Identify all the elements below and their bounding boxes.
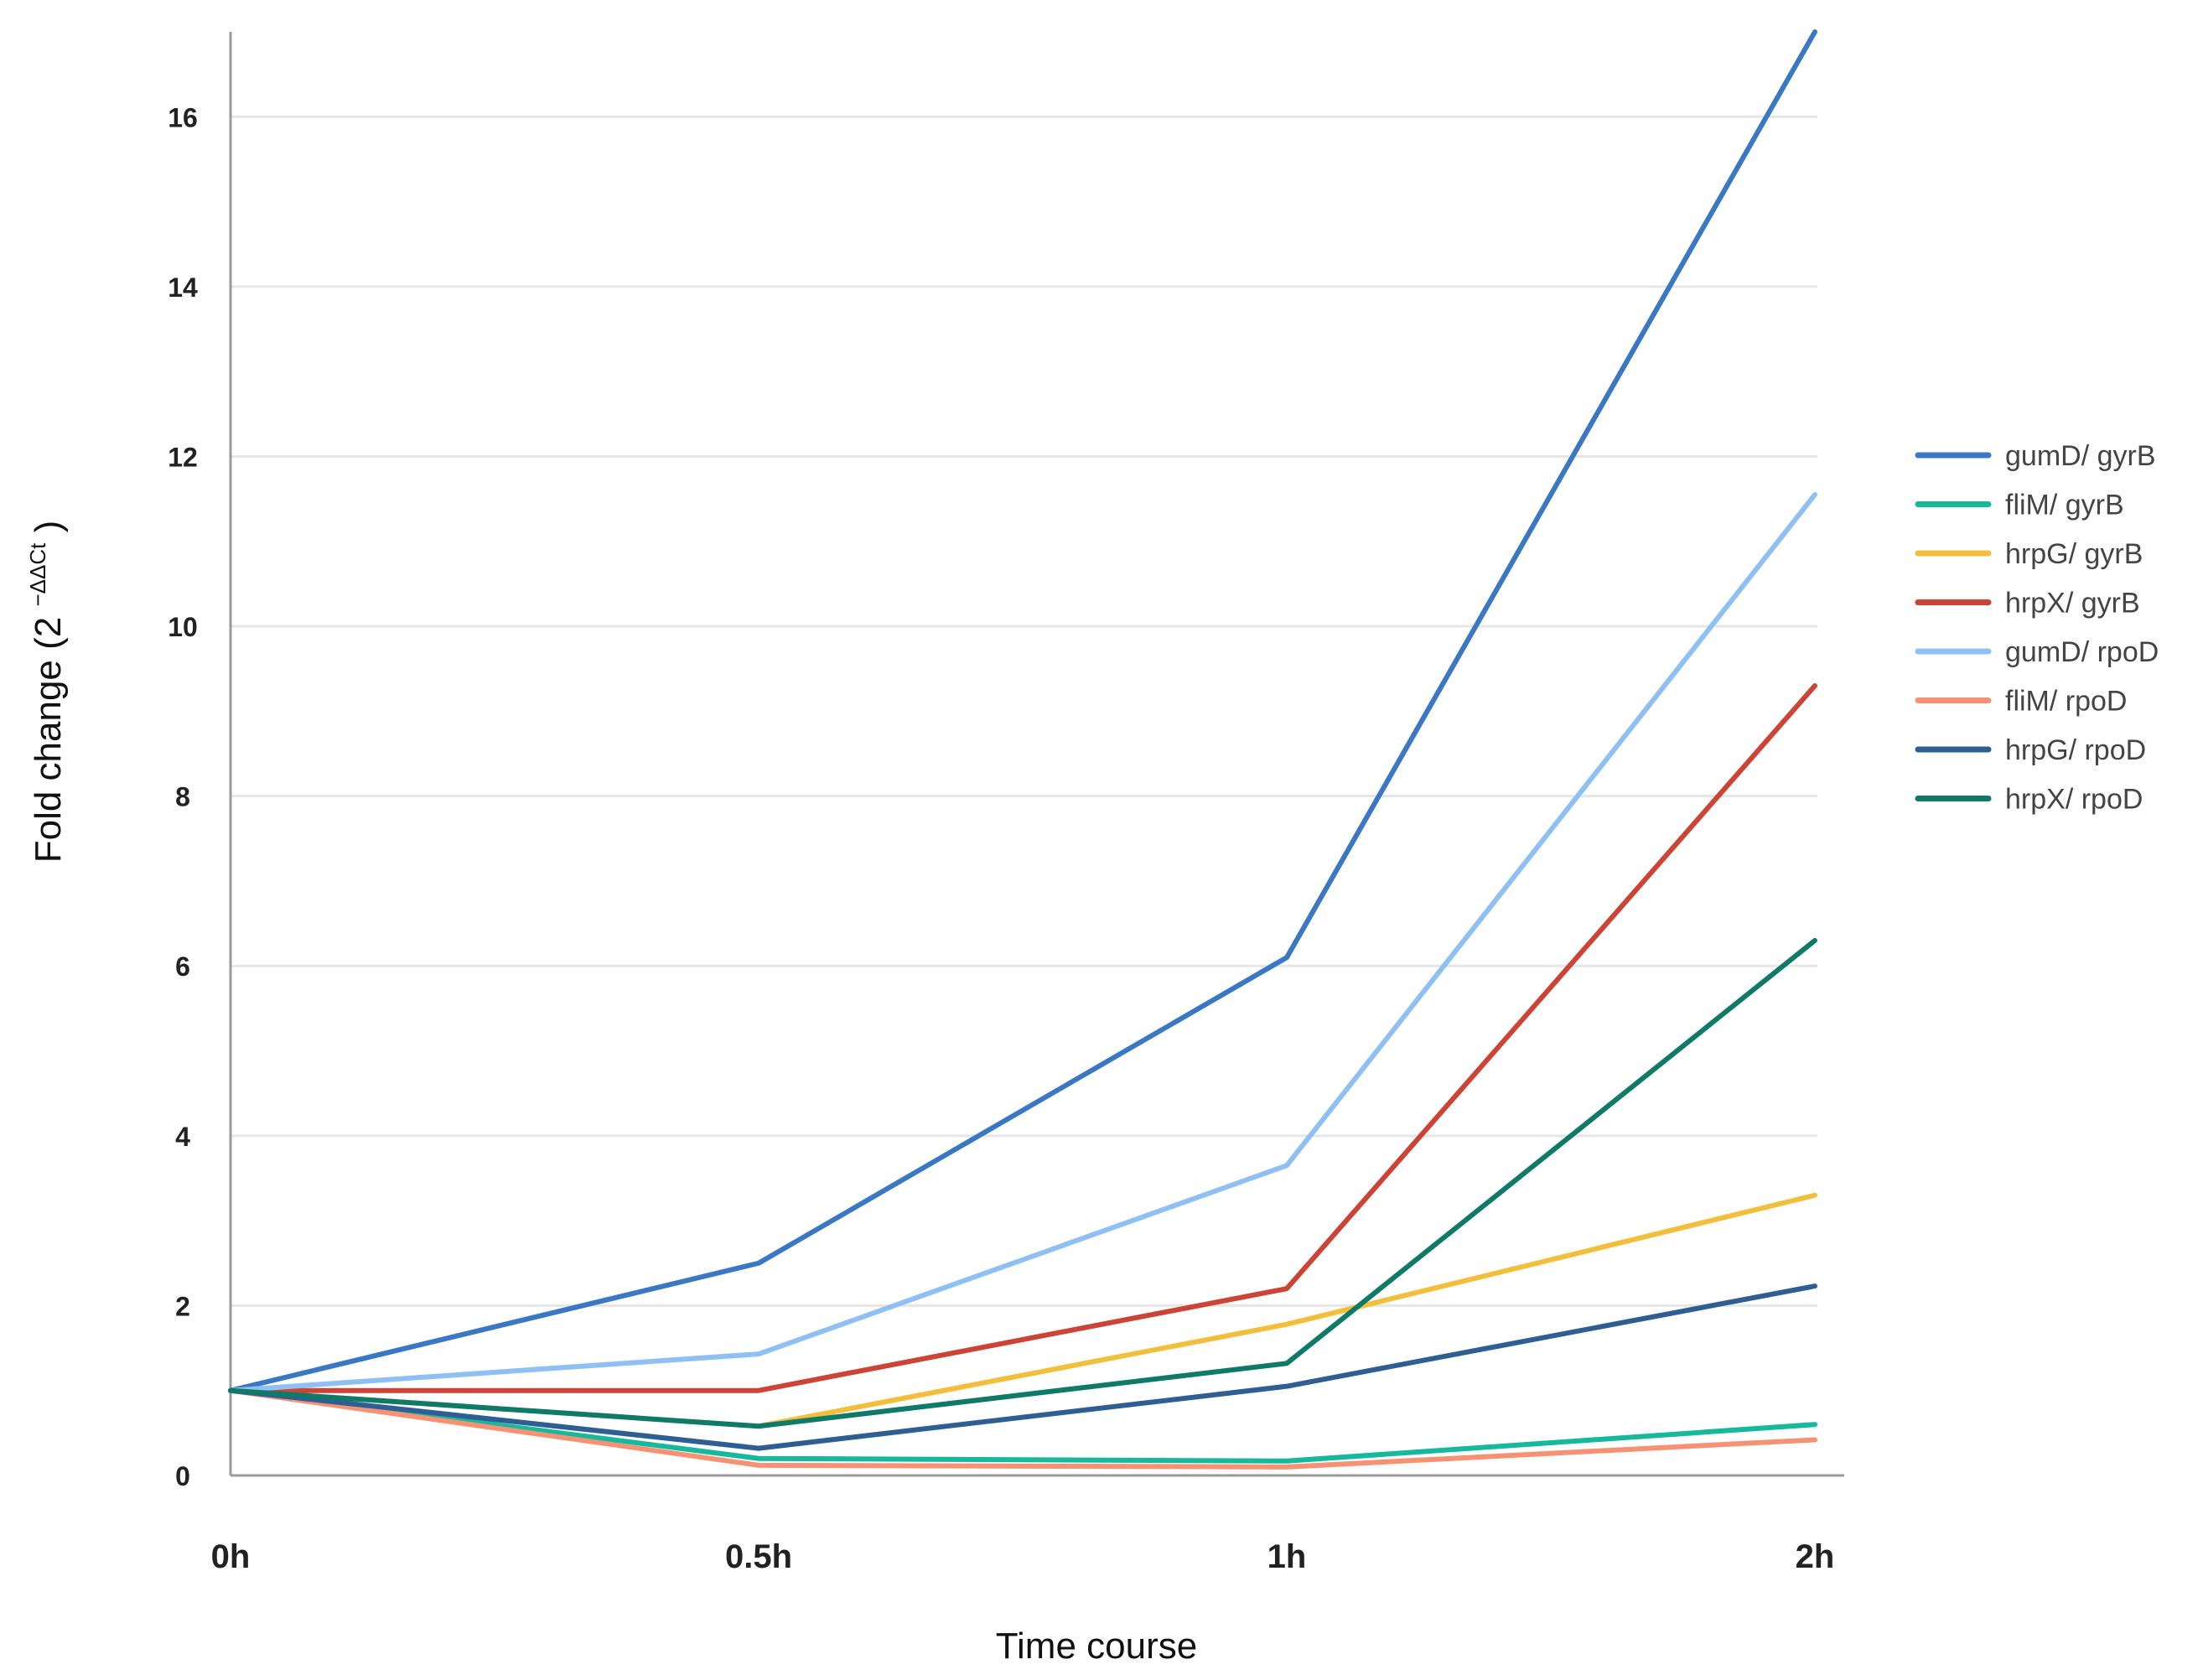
y-axis-title-close: ) [28, 521, 69, 533]
series-line [228, 1283, 1817, 1451]
y-tick-label: 0 [175, 1461, 190, 1491]
y-tick-label: 12 [168, 442, 198, 472]
y-tick-label: 14 [168, 272, 198, 303]
gridlines [231, 115, 1817, 1307]
y-tick-label: 6 [175, 951, 190, 982]
y-axis-title-superscript: −ΔΔCt [25, 542, 50, 607]
y-axis-title-main: Fold change (2 [28, 617, 69, 863]
y-tick-label: 16 [168, 102, 198, 132]
x-tick-labels: 0h 0.5h 1h 2h [211, 1538, 1835, 1575]
series-line [228, 937, 1817, 1429]
y-tick-label: 10 [168, 612, 198, 642]
series-line [228, 1387, 1817, 1464]
legend-label: gumD/ rpoD [2005, 636, 2159, 668]
x-tick-label: 0.5h [725, 1538, 792, 1575]
series-line [228, 682, 1817, 1393]
legend-label: hrpG/ gyrB [2005, 538, 2143, 570]
legend-label: gumD/ gyrB [2005, 440, 2156, 472]
legend-label: hrpX/ gyrB [2005, 588, 2140, 620]
y-tick-label: 2 [175, 1291, 190, 1321]
legend-label: fliM/ rpoD [2005, 686, 2127, 718]
y-tick-label: 8 [175, 782, 190, 812]
x-axis-title: Time course [996, 1626, 1197, 1667]
series-lines [228, 29, 1817, 1470]
y-axis-title: Fold change (2 −ΔΔCt ) [13, 521, 69, 863]
y-tick-labels: 0 2 4 6 8 10 12 14 16 [168, 102, 198, 1491]
series-line [228, 29, 1817, 1393]
legend-label: hrpG/ rpoD [2005, 734, 2146, 766]
y-tick-label: 4 [175, 1122, 190, 1152]
legend: gumD/ gyrB fliM/ gyrB hrpG/ gyrB hrpX/ gyrB… [1915, 440, 2159, 816]
x-tick-label: 0h [211, 1538, 251, 1575]
axes [229, 32, 1844, 1477]
series-line [228, 1387, 1817, 1470]
legend-label: hrpX/ rpoD [2005, 784, 2143, 816]
x-tick-label: 1h [1267, 1538, 1307, 1575]
series-line [228, 492, 1817, 1393]
x-tick-label: 2h [1796, 1538, 1835, 1575]
legend-label: fliM/ gyrB [2005, 490, 2124, 521]
